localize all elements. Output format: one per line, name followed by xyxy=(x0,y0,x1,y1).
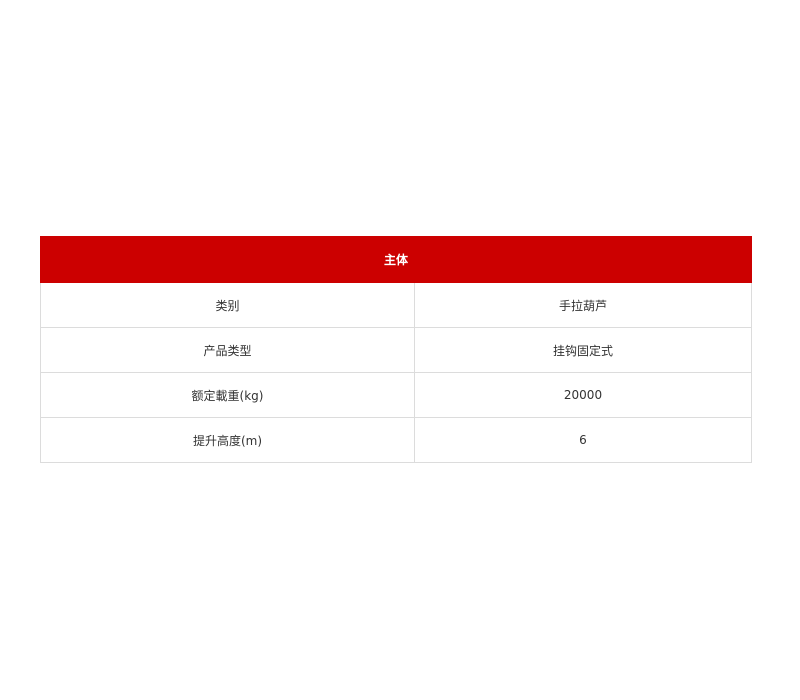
table-header: 主体 xyxy=(40,236,752,283)
row-label: 类别 xyxy=(40,282,415,328)
row-value: 手拉葫芦 xyxy=(414,282,752,328)
row-value: 20000 xyxy=(414,372,752,418)
row-label: 产品类型 xyxy=(40,327,415,373)
table-row: 产品类型 挂钩固定式 xyxy=(40,327,752,373)
table-row: 类别 手拉葫芦 xyxy=(40,282,752,328)
row-value: 挂钩固定式 xyxy=(414,327,752,373)
table-row: 提升高度(m) 6 xyxy=(40,417,752,463)
spec-table: 主体 类别 手拉葫芦 产品类型 挂钩固定式 额定載重(kg) 20000 提升高… xyxy=(40,236,752,463)
row-label: 额定載重(kg) xyxy=(40,372,415,418)
table-header-row: 主体 xyxy=(40,236,752,283)
table-row: 额定載重(kg) 20000 xyxy=(40,372,752,418)
row-value: 6 xyxy=(414,417,752,463)
row-label: 提升高度(m) xyxy=(40,417,415,463)
